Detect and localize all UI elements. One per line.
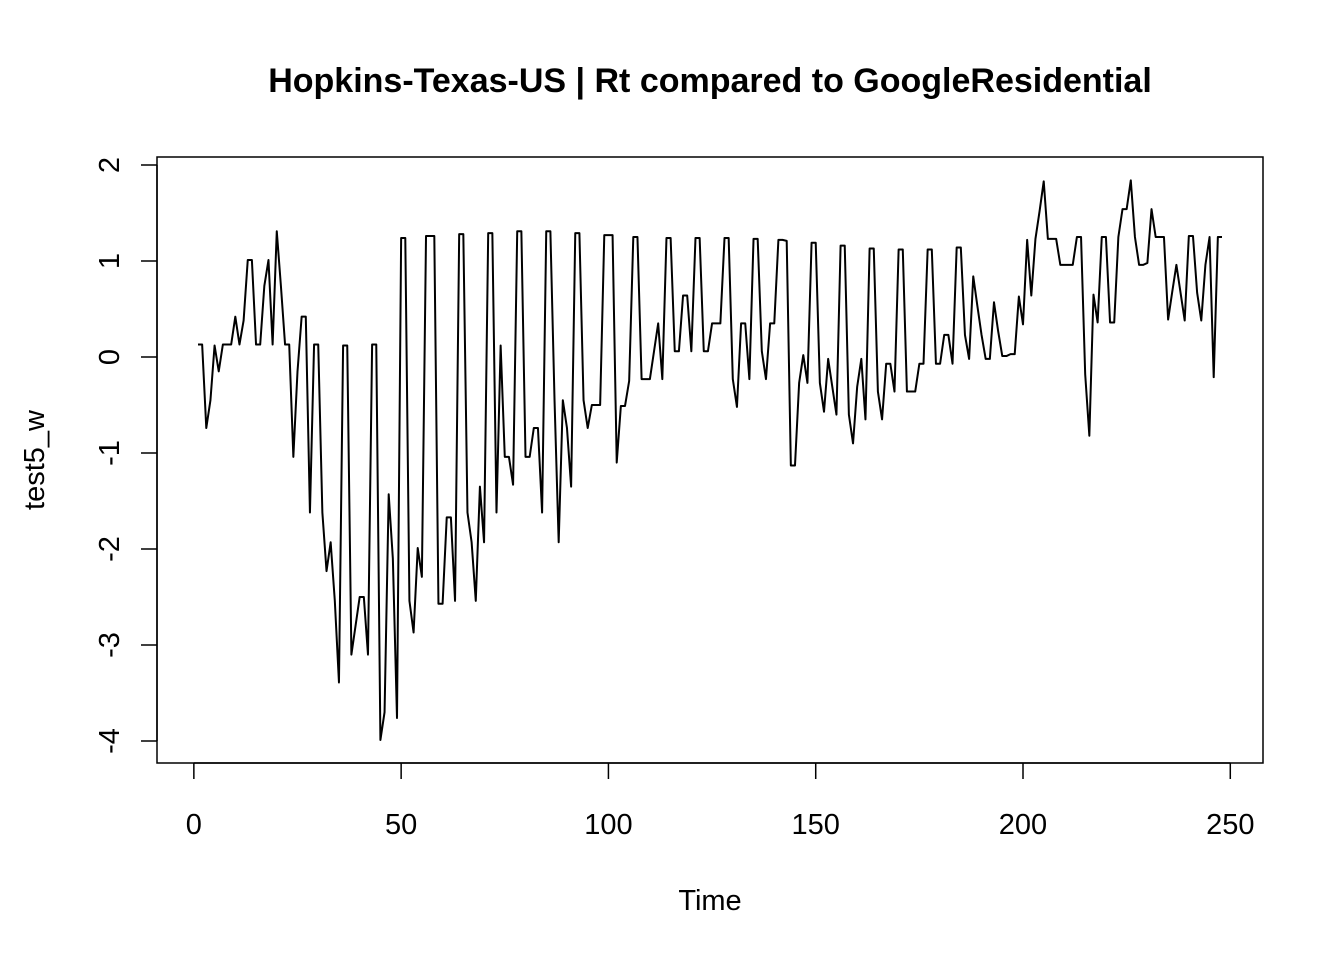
x-tick-label: 250 — [1206, 809, 1254, 841]
y-tick-label: -3 — [94, 632, 126, 658]
chart-title: Hopkins-Texas-US | Rt compared to Google… — [268, 62, 1152, 100]
x-tick-label: 100 — [584, 809, 632, 841]
y-tick-label: 1 — [94, 253, 126, 269]
y-tick-label: 2 — [94, 157, 126, 173]
y-tick-label: -1 — [94, 440, 126, 466]
x-tick-label: 50 — [385, 809, 417, 841]
series-group — [198, 179, 1222, 742]
plot-area-frame — [156, 156, 1264, 764]
x-tick-label: 150 — [792, 809, 840, 841]
y-axis: -4 -3 -2 -1 0 1 2 — [94, 157, 158, 754]
x-tick-label: 0 — [186, 809, 202, 841]
x-axis: 0 50 100 150 200 250 — [186, 762, 1254, 841]
y-axis-label: test5_w — [19, 409, 51, 510]
y-tick-label: 0 — [94, 349, 126, 365]
x-tick-label: 200 — [999, 809, 1047, 841]
y-tick-label: -2 — [94, 536, 126, 562]
y-tick-label: -4 — [94, 728, 126, 754]
series-line-0 — [198, 179, 1222, 742]
x-axis-label: Time — [678, 885, 741, 917]
